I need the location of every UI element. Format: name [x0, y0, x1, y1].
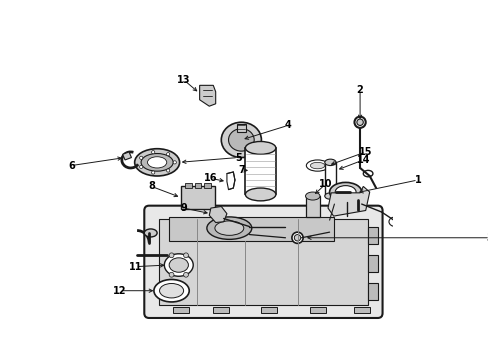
Ellipse shape: [159, 283, 183, 298]
Ellipse shape: [388, 217, 401, 226]
Ellipse shape: [144, 229, 157, 237]
Bar: [213, 307, 229, 313]
Polygon shape: [199, 85, 215, 106]
Ellipse shape: [363, 170, 372, 177]
Circle shape: [183, 273, 188, 277]
Circle shape: [151, 171, 155, 174]
Bar: [236, 124, 245, 132]
Ellipse shape: [214, 221, 244, 235]
Text: 16: 16: [203, 174, 217, 183]
Ellipse shape: [154, 279, 189, 302]
Text: 6: 6: [68, 161, 75, 171]
Text: 12: 12: [112, 286, 126, 296]
Ellipse shape: [245, 188, 275, 201]
Bar: [245, 148, 275, 194]
Bar: [185, 183, 191, 188]
Text: 10: 10: [318, 179, 332, 189]
Circle shape: [140, 156, 142, 159]
Bar: [261, 307, 277, 313]
Circle shape: [169, 253, 174, 258]
Ellipse shape: [228, 129, 254, 151]
Text: 7: 7: [238, 165, 244, 175]
Circle shape: [140, 165, 142, 168]
Bar: [159, 219, 367, 305]
Ellipse shape: [310, 162, 324, 169]
Circle shape: [166, 153, 169, 156]
Ellipse shape: [335, 186, 355, 198]
Bar: [367, 226, 377, 244]
Bar: [305, 196, 319, 217]
Ellipse shape: [305, 192, 319, 200]
Bar: [204, 183, 210, 188]
Bar: [309, 307, 325, 313]
Ellipse shape: [169, 258, 188, 272]
Bar: [194, 183, 201, 188]
Ellipse shape: [134, 149, 179, 176]
Text: 2: 2: [356, 85, 363, 95]
Text: 9: 9: [180, 203, 186, 213]
Ellipse shape: [305, 160, 328, 171]
Circle shape: [166, 169, 169, 172]
Bar: [181, 186, 214, 209]
Text: 13: 13: [177, 75, 190, 85]
Ellipse shape: [164, 254, 193, 276]
Bar: [173, 307, 189, 313]
Circle shape: [169, 273, 174, 277]
Ellipse shape: [354, 117, 365, 128]
Text: 3: 3: [486, 233, 488, 243]
Text: 14: 14: [356, 155, 369, 165]
Ellipse shape: [141, 153, 173, 171]
Bar: [169, 217, 333, 241]
Bar: [324, 162, 335, 196]
Circle shape: [173, 161, 176, 164]
Polygon shape: [327, 186, 369, 216]
Ellipse shape: [324, 193, 335, 199]
Bar: [353, 307, 369, 313]
Ellipse shape: [221, 122, 261, 158]
Ellipse shape: [206, 217, 251, 239]
Text: 1: 1: [414, 175, 420, 185]
Ellipse shape: [356, 119, 363, 125]
Circle shape: [183, 253, 188, 258]
Ellipse shape: [291, 232, 303, 243]
Polygon shape: [209, 207, 226, 222]
Bar: [367, 255, 377, 272]
FancyBboxPatch shape: [144, 206, 382, 318]
Ellipse shape: [147, 157, 166, 168]
Circle shape: [151, 150, 155, 154]
Ellipse shape: [294, 235, 300, 241]
Text: 8: 8: [148, 181, 155, 192]
Text: 4: 4: [284, 121, 291, 130]
Text: 11: 11: [128, 262, 142, 272]
Text: 15: 15: [358, 147, 372, 157]
Polygon shape: [226, 172, 234, 190]
Ellipse shape: [329, 183, 361, 202]
Polygon shape: [122, 152, 131, 160]
Ellipse shape: [324, 159, 335, 166]
Text: 5: 5: [234, 153, 241, 162]
Ellipse shape: [245, 141, 275, 154]
Bar: [367, 283, 377, 300]
